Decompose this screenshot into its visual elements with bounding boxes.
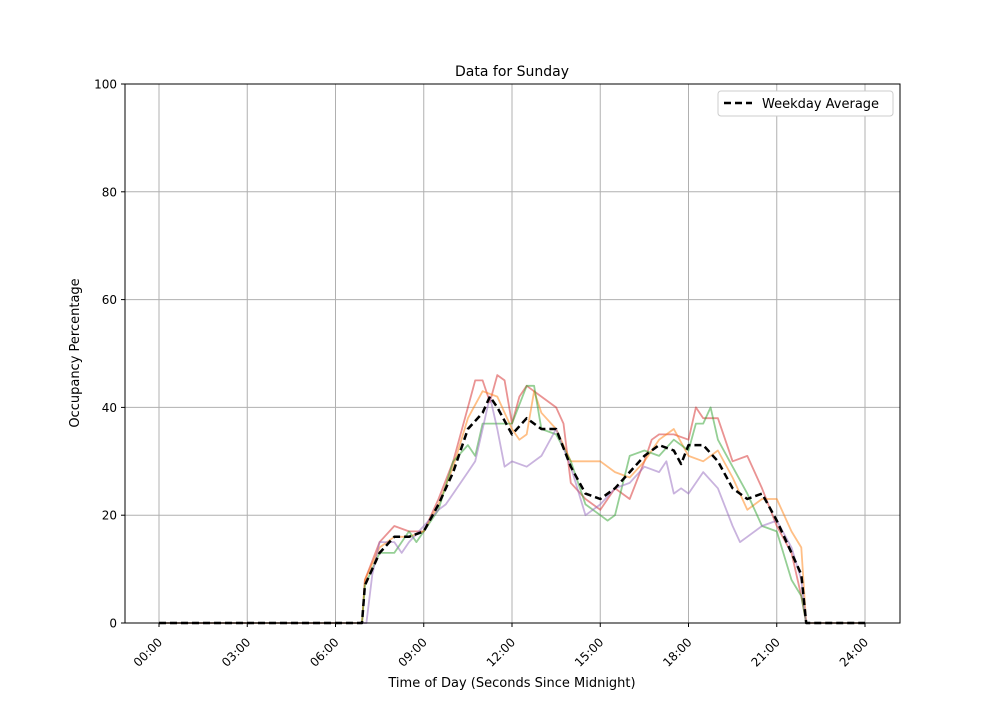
y-tick-label: 0 xyxy=(109,617,117,631)
y-axis-ticks: 0 20 40 60 80 100 xyxy=(94,78,125,631)
x-tick-label: 00:00 xyxy=(131,635,165,669)
legend: Weekday Average xyxy=(717,90,894,117)
series-line-3 xyxy=(159,384,865,624)
x-tick-label: 12:00 xyxy=(484,635,518,669)
x-tick-label: 18:00 xyxy=(660,635,694,669)
x-axis-label: Time of Day (Seconds Since Midnight) xyxy=(387,676,635,691)
series-lines xyxy=(159,374,865,625)
y-tick-label: 80 xyxy=(102,185,117,199)
y-axis-label: Occupancy Percentage xyxy=(68,278,83,427)
gridlines xyxy=(125,83,900,624)
x-tick-label: 09:00 xyxy=(396,635,430,669)
x-tick-label: 21:00 xyxy=(749,635,783,669)
x-tick-label: 24:00 xyxy=(837,635,871,669)
x-tick-label: 03:00 xyxy=(219,635,253,669)
y-tick-label: 60 xyxy=(102,293,117,307)
x-tick-label: 06:00 xyxy=(307,635,341,669)
y-tick-label: 100 xyxy=(94,78,117,92)
y-tick-label: 40 xyxy=(102,401,117,415)
legend-label-weekday-average: Weekday Average xyxy=(762,97,879,112)
series-line-weekday-average xyxy=(159,395,865,625)
x-axis-ticks: 00:00 03:00 06:00 09:00 12:00 15:00 18:00 21:00… xyxy=(131,623,871,670)
y-tick-label: 20 xyxy=(102,509,117,523)
chart-title: Data for Sunday xyxy=(455,64,569,80)
x-tick-label: 15:00 xyxy=(572,635,606,669)
legend-box xyxy=(717,90,894,117)
